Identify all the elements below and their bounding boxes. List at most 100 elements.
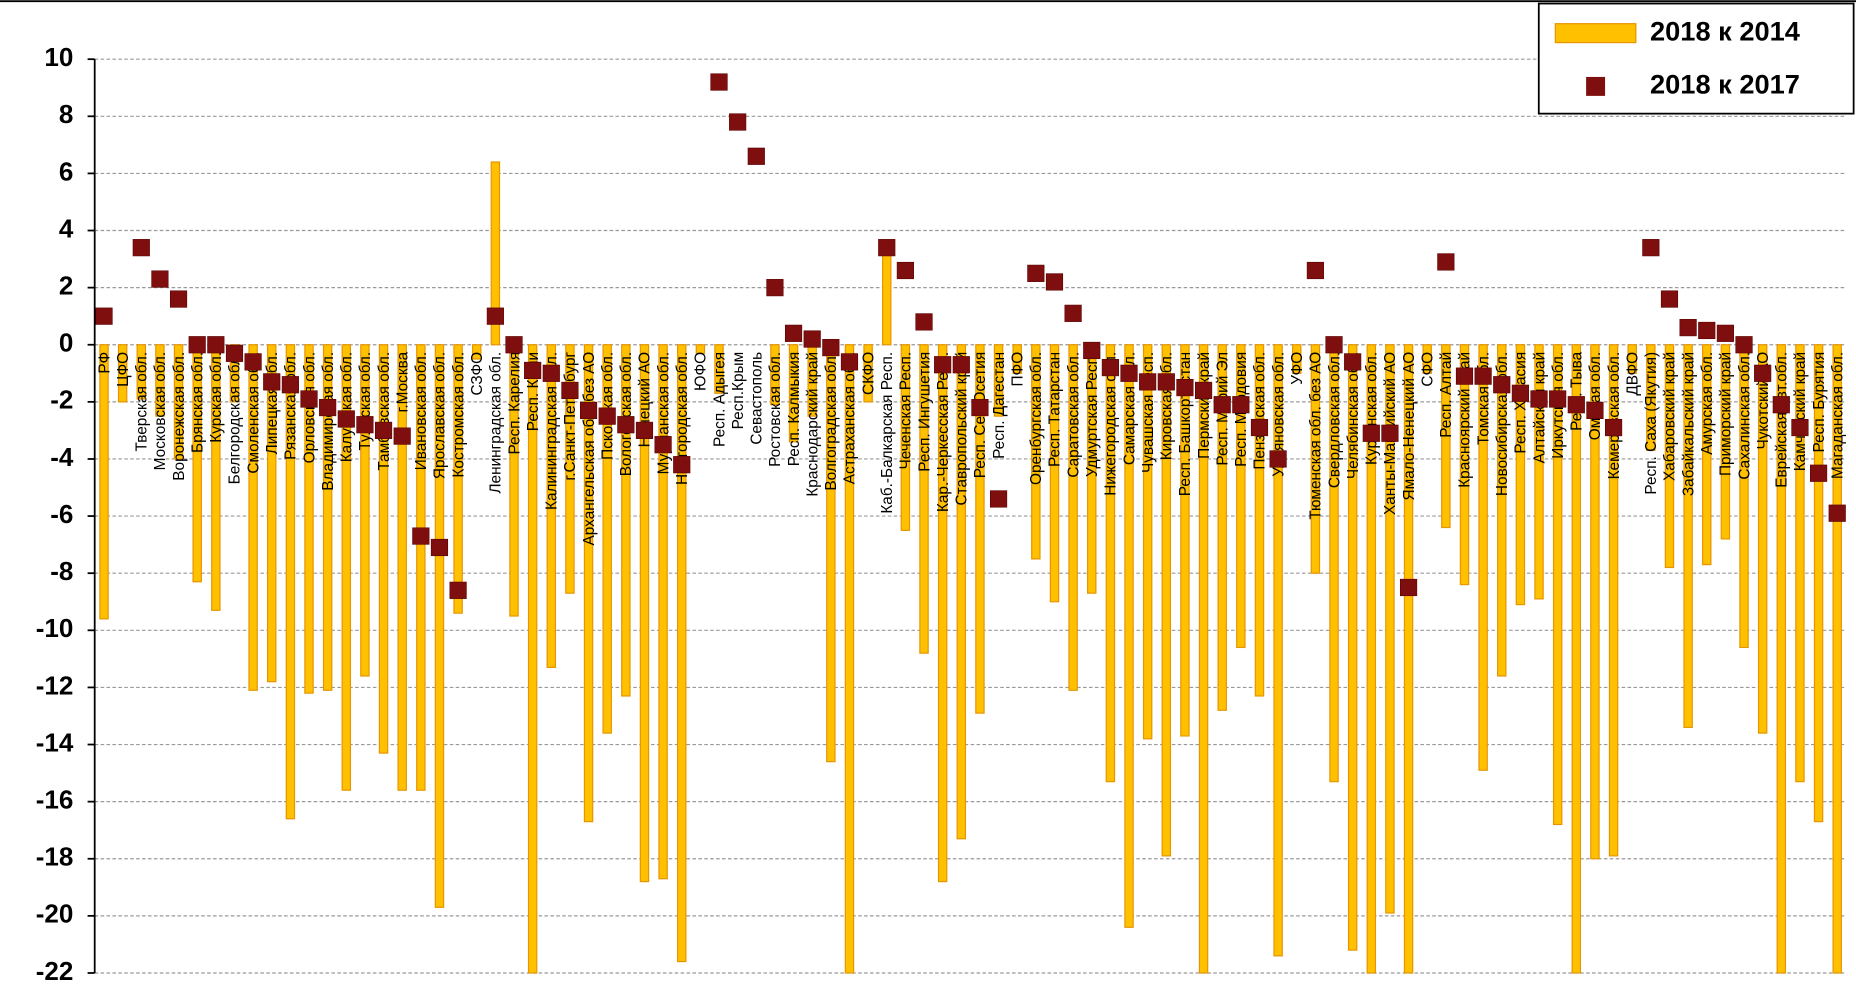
category-label: Астраханская обл. [842,352,859,484]
marker [1791,418,1809,437]
legend: 2018 к 2014 2018 к 2017 [1537,2,1855,115]
bar [565,344,575,594]
category-label: УФО [1289,352,1306,385]
category-label: Еврейская авт.обл. [1774,352,1791,488]
marker [1045,273,1064,291]
category-label: РФ [96,352,113,374]
category-label: Респ. Карелия [506,352,523,455]
y-tick-label: 2 [59,271,73,301]
category-label: Омская обл. [1587,352,1604,440]
marker [449,581,467,599]
category-label: Респ. Тыва [1569,351,1586,430]
marker [1642,239,1660,257]
marker [617,416,635,434]
category-label: Курская обл. [208,352,225,443]
bar [1478,344,1488,771]
bar [1236,344,1246,649]
marker [1809,464,1828,482]
marker [1754,364,1772,382]
category-label: Респ.Крым [730,352,747,430]
bar [397,344,407,791]
marker [1511,384,1529,402]
bar [453,344,463,614]
category-label: Смоленская обл. [245,352,262,474]
category-label: Калининградская обл. [544,352,561,510]
category-label: Мурманская обл. [655,352,672,474]
category-label: Краснодарский край [804,352,821,497]
bar [863,344,873,403]
legend-swatch [1554,23,1637,44]
bar [1571,344,1582,974]
bar [639,344,650,883]
marker [1735,336,1753,354]
marker [337,410,355,428]
marker [1194,381,1213,400]
category-label: Удмуртская Респ. [1084,352,1101,477]
marker [95,307,113,325]
y-tick-label: -12 [36,670,74,700]
marker [1698,321,1716,340]
category-label: Воронежская обл. [171,352,188,481]
marker [1101,359,1119,377]
category-label: Вологодская обл. [618,352,635,476]
bar [1459,344,1470,586]
marker [1325,336,1343,354]
bar [1180,344,1190,737]
category-label: Владимирская обл. [320,352,337,491]
bar [416,344,426,791]
marker [1530,390,1548,408]
marker [319,398,337,417]
marker [1064,304,1082,322]
marker [151,270,169,288]
category-label: Респ. Алтай [1438,352,1455,438]
bar [546,344,557,669]
marker [188,336,206,354]
marker [356,416,374,434]
bar [341,344,352,791]
category-label: Алтайский край [1531,352,1548,464]
category-label: Респ. Хакасия [1513,352,1530,454]
marker [207,336,225,354]
bar [472,344,482,360]
marker [1567,396,1585,414]
marker [1306,261,1324,280]
legend-label: 2018 к 2014 [1650,15,1800,46]
marker [244,353,262,371]
marker [710,73,728,91]
y-tick-label: -14 [36,727,74,757]
marker [1399,578,1418,597]
y-tick-label: -8 [50,556,73,586]
bar [360,344,370,677]
bar [527,344,538,974]
marker [561,381,579,400]
bar [1292,344,1302,374]
marker [784,324,803,342]
bar [1627,344,1637,374]
marker [393,427,411,445]
category-label: Красноярский край [1457,352,1474,488]
bar [900,344,911,531]
category-label: Каб.-Балкарская Респ. [879,352,896,514]
marker [169,290,188,308]
marker [803,330,821,348]
bar [285,344,296,820]
bar [1552,344,1563,826]
bar [155,344,165,417]
bar [695,344,706,354]
category-label: Кировская обл. [1159,352,1176,460]
bar [1720,344,1731,540]
category-label: Пермский край [1196,352,1213,459]
category-label: Респ. Адыгея [711,352,728,447]
category-label: Респ. Башкортостан [1177,352,1194,496]
category-label: Орловская обл. [301,352,318,463]
marker [579,401,598,420]
marker [673,456,691,474]
category-label: Респ. Саха (Якутия) [1643,352,1660,495]
bar [1105,344,1116,783]
category-label: ЦФО [115,352,132,387]
bar [490,161,501,346]
category-label: Тюменская обл. без АО [1308,352,1325,520]
category-label: Костромская обл. [450,352,467,478]
bar [975,344,985,714]
bar [1664,344,1675,569]
